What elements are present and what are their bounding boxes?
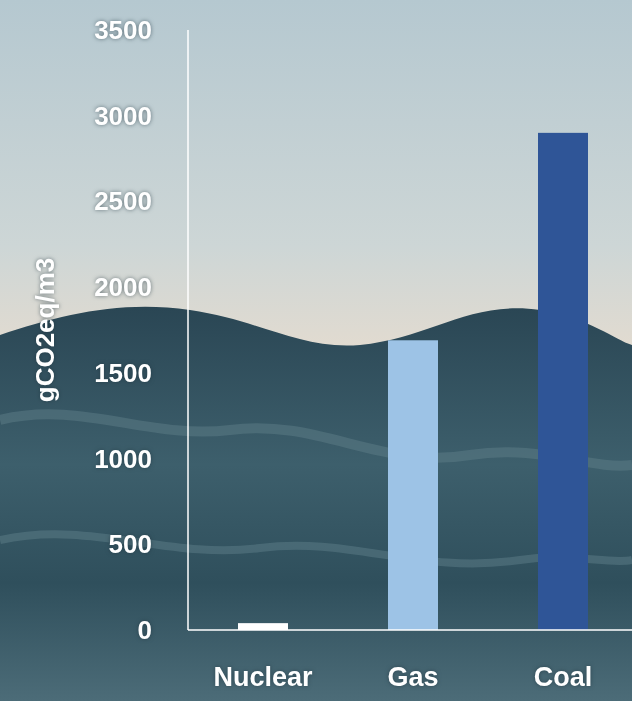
bar: [238, 623, 288, 630]
tick-mark: [184, 30, 188, 31]
y-tick-label: 2000: [94, 272, 152, 302]
y-tick-label: 1000: [94, 444, 152, 474]
x-tick-label: Nuclear: [213, 662, 313, 692]
chart: 0 500 1000 1500 2000 2500 3000 3500 Nuclear Gas Co…: [0, 0, 632, 701]
y-tick-label: 3500: [94, 15, 152, 45]
bars: [238, 133, 588, 630]
tick-mark: [184, 115, 188, 116]
y-axis-title: gCO2eq/m3: [30, 258, 60, 403]
y-tick-label: 1500: [94, 358, 152, 388]
y-tick-label: 2500: [94, 186, 152, 216]
y-tick-label: 3000: [94, 101, 152, 131]
tick-mark: [184, 201, 188, 202]
x-tick-label: Coal: [534, 662, 593, 692]
tick-mark: [184, 458, 188, 459]
tick-mark: [184, 372, 188, 373]
x-tick-label: Gas: [387, 662, 438, 692]
y-tick-label: 500: [109, 529, 152, 559]
y-tick-label: 0: [138, 615, 152, 645]
x-axis: [188, 629, 632, 631]
bar: [538, 133, 588, 630]
wave: [0, 534, 632, 563]
tick-mark: [184, 544, 188, 545]
bar: [388, 340, 438, 630]
y-axis: [187, 30, 189, 630]
tick-mark: [184, 287, 188, 288]
tick-mark: [184, 630, 188, 631]
background-sky: [0, 0, 632, 701]
background-sea: [0, 307, 632, 701]
